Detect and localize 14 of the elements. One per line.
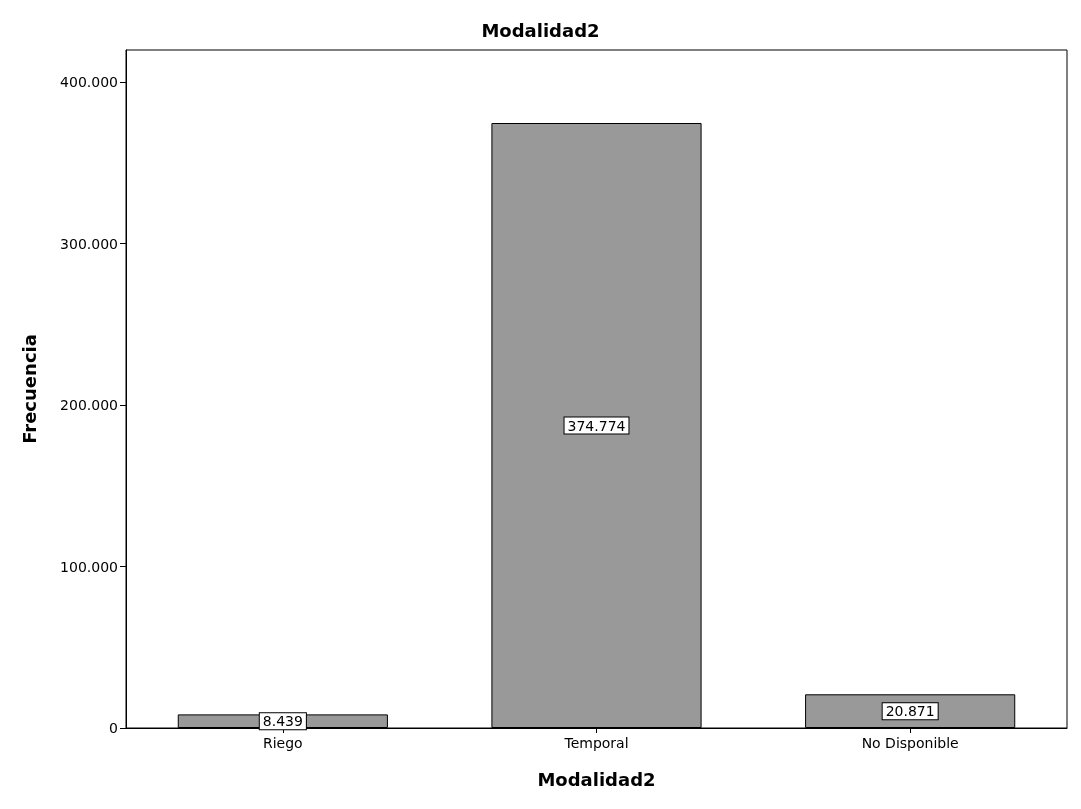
y-axis-title: Frecuencia (18, 334, 40, 444)
chart-title: Modalidad2 (481, 19, 600, 41)
x-tick-label: Temporal (563, 735, 629, 751)
x-axis-title: Modalidad2 (537, 768, 656, 790)
y-tick-label: 100.000 (60, 558, 118, 575)
y-tick-label: 0 (109, 720, 118, 736)
y-tick-label: 300.000 (60, 235, 118, 252)
data-label: 8.439 (262, 713, 303, 730)
data-label: 20.871 (885, 703, 935, 720)
data-label: 374.774 (567, 417, 626, 434)
x-tick-label: No Disponible (861, 735, 959, 751)
y-tick-label: 400.000 (60, 74, 118, 91)
y-tick-label: 200.000 (60, 397, 118, 414)
x-tick-label: Riego (262, 735, 303, 751)
